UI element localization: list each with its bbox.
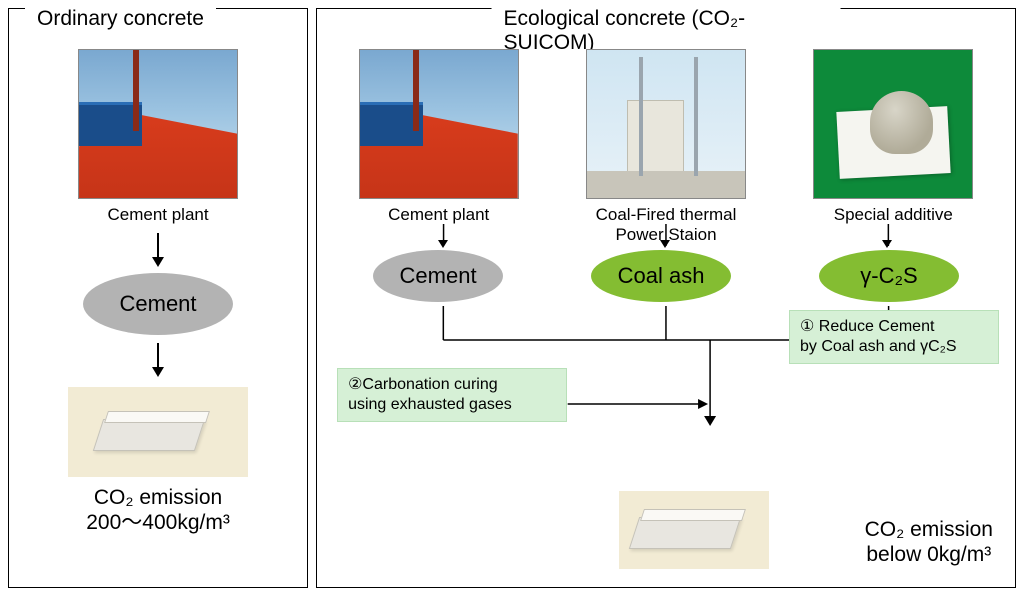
- emission-right-l1: CO₂ emission: [865, 518, 993, 541]
- concrete-block-2: [619, 491, 769, 569]
- cement-plant-photo-2: [359, 49, 519, 199]
- note-carbonation: ②Carbonation curingusing exhausted gases: [337, 368, 567, 422]
- panel-ordinary: Ordinary concrete Cement plant Cement CO…: [8, 8, 308, 588]
- emission-right: CO₂ emission below 0kg/m³: [865, 517, 993, 567]
- cement-bubble: Cement: [83, 273, 233, 335]
- special-additive-photo: [813, 49, 973, 199]
- cement-bubble-2: Cement: [373, 250, 503, 302]
- cement-plant-label: Cement plant: [107, 205, 208, 225]
- emission-left: CO₂ emission 200～400kg/m³: [86, 485, 230, 535]
- coal-ash-bubble: Coal ash: [591, 250, 731, 302]
- special-additive-label: Special additive: [834, 205, 953, 225]
- gamma-c2s-bubble: γ-C₂S: [819, 250, 959, 302]
- panel-ecological: Ecological concrete (CO₂-SUICOM) Cement …: [316, 8, 1016, 588]
- panel-title-right: Ecological concrete (CO₂-SUICOM): [492, 7, 841, 55]
- power-station-photo: [586, 49, 746, 199]
- cement-plant-photo: [78, 49, 238, 199]
- emission-right-l2: below 0kg/m³: [866, 543, 991, 566]
- emission-left-l1: CO₂ emission: [94, 486, 222, 509]
- arrow-down-icon: [150, 343, 166, 377]
- arrow-down-icon: [150, 233, 166, 267]
- note-reduce-cement: ① Reduce Cementby Coal ash and γC₂S: [789, 310, 999, 364]
- concrete-block: [68, 387, 248, 477]
- emission-left-l2: 200～400kg/m³: [86, 511, 230, 534]
- power-station-label: Coal-Fired thermalPower Staion: [596, 205, 737, 244]
- cement-plant-label-2: Cement plant: [388, 205, 489, 225]
- panel-title-left: Ordinary concrete: [25, 7, 216, 31]
